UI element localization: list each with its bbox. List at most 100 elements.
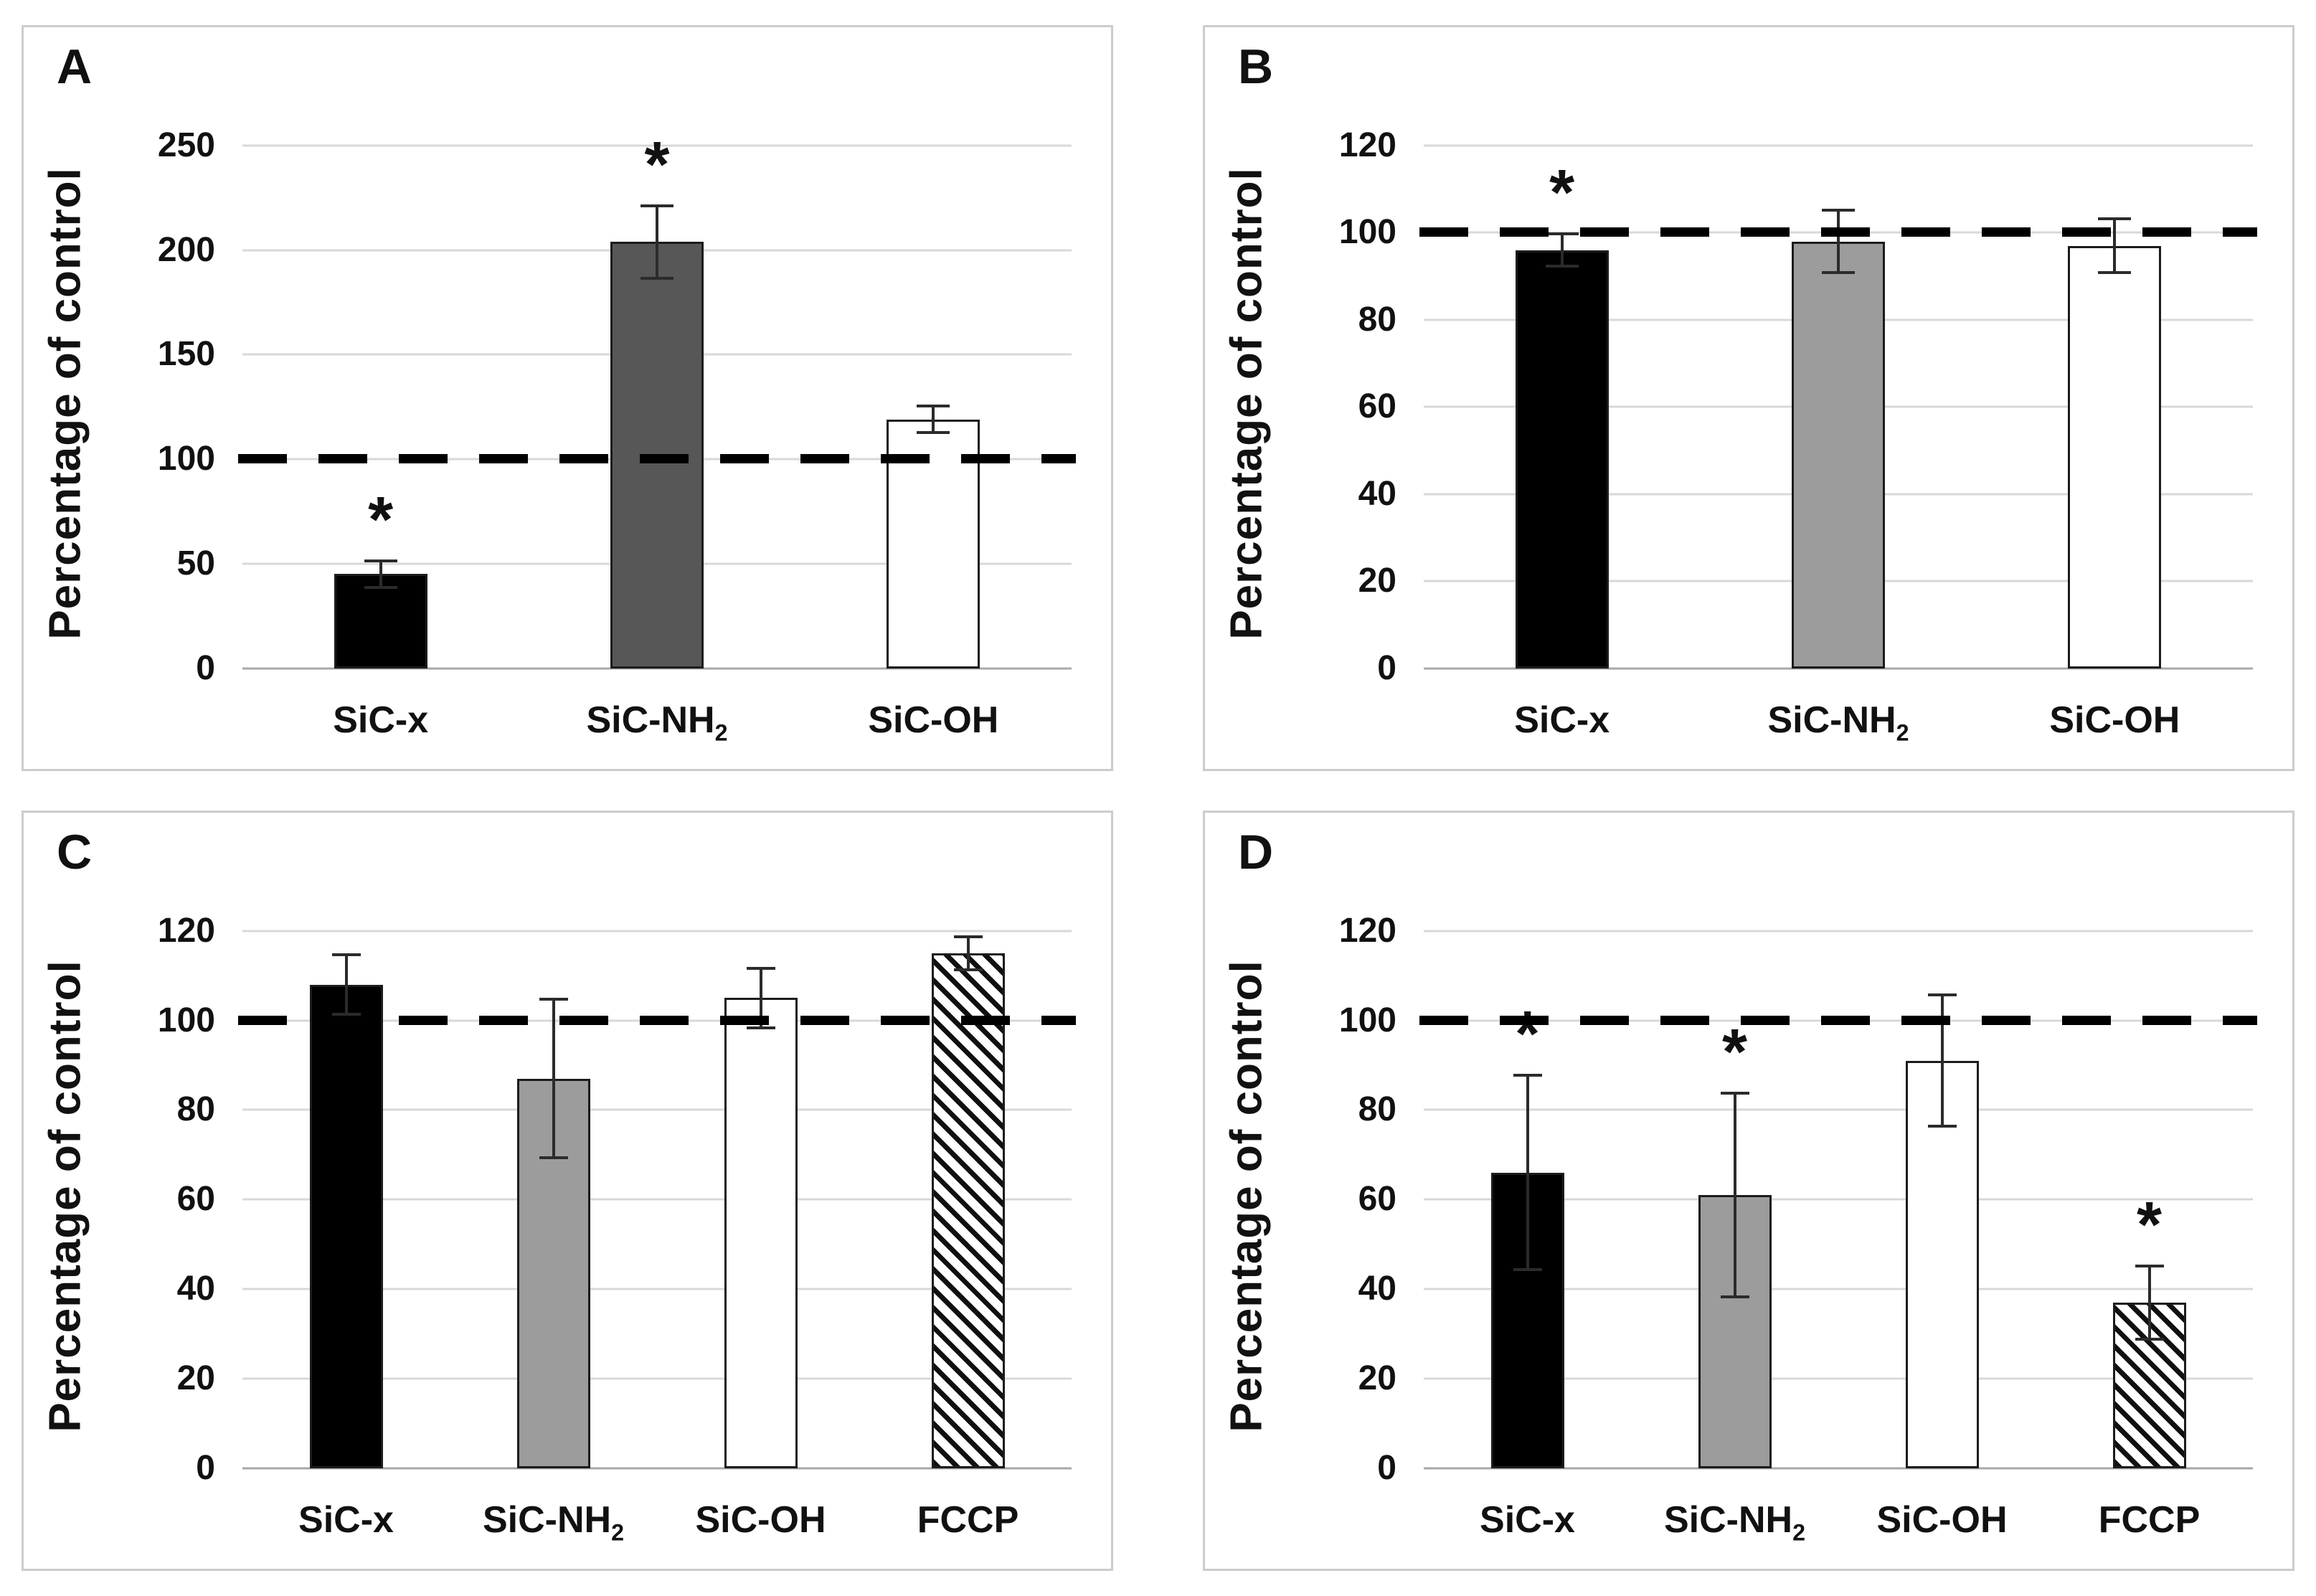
gridline	[242, 1288, 1072, 1290]
y-tick-label: 20	[1358, 1359, 1396, 1398]
error-bar-line	[1526, 1074, 1529, 1272]
error-bar-fccp	[2135, 1264, 2164, 1341]
y-tick-label: 80	[1358, 300, 1396, 339]
error-bar-sic-oh	[1927, 993, 1957, 1128]
gridline	[1424, 1108, 2253, 1111]
plot-area: 0 20 40 60 80 100 120 * SiC-x SiC-NH2 SiC-OH	[1339, 128, 2257, 744]
x-category-label-sic-nh2: SiC-NH2	[1767, 699, 1909, 745]
panel-letter: A	[57, 39, 93, 94]
y-tick-label: 0	[1377, 648, 1396, 687]
error-bar-line	[1940, 993, 1944, 1128]
x-category-label-fccp: FCCP	[2098, 1499, 2201, 1541]
gridline	[242, 144, 1072, 147]
error-bar-line	[1837, 209, 1840, 275]
error-bar-cap-bottom	[746, 1026, 775, 1029]
x-category-label-sic-oh: SiC-OH	[1876, 1499, 2008, 1541]
error-bar-cap-top	[917, 405, 950, 408]
panel-a: A Percentage of control 0 50 100 150 200 250 *…	[22, 25, 1113, 771]
x-category-label-sic-nh2: SiC-NH2	[586, 699, 728, 745]
error-bar-cap-bottom	[2135, 1338, 2164, 1341]
y-tick-label: 50	[176, 544, 215, 582]
significance-asterisk-fccp: *	[2136, 1189, 2163, 1261]
error-bar-cap-bottom	[1513, 1268, 1542, 1272]
y-tick-label: 0	[196, 648, 215, 687]
x-axis-line	[242, 1467, 1072, 1470]
bar-sic-x	[309, 984, 383, 1468]
x-category-label-sic-oh: SiC-OH	[2049, 699, 2180, 741]
panel-letter: C	[57, 824, 93, 879]
error-bar-cap-top	[746, 966, 775, 970]
bar-sic-oh	[724, 998, 798, 1468]
panel-d: D Percentage of control 0 20 40 60 80 100 120 *…	[1203, 810, 2294, 1571]
y-tick-label: 0	[196, 1449, 215, 1487]
y-tick-label: 40	[1358, 474, 1396, 513]
panel-b: B Percentage of control 0 20 40 60 80 100 120 *…	[1203, 25, 2294, 771]
error-bar-line	[966, 935, 970, 971]
bar-sic-oh	[1905, 1060, 1979, 1468]
x-axis-line	[1424, 1467, 2253, 1470]
y-tick-label: 250	[157, 126, 215, 164]
error-bar-cap-bottom	[2098, 271, 2132, 275]
gridline	[242, 930, 1072, 932]
bar-sic-x	[1515, 250, 1609, 669]
y-tick-label: 80	[176, 1090, 215, 1129]
y-axis-label: Percentage of control	[40, 167, 90, 640]
error-bar-sic-x	[1545, 232, 1579, 268]
y-axis-label: Percentage of control	[1221, 960, 1272, 1432]
error-bar-sic-x	[331, 953, 361, 1016]
y-tick-label: 200	[157, 230, 215, 269]
bar-sic-oh	[2068, 245, 2162, 669]
x-category-label-sic-oh: SiC-OH	[695, 1499, 826, 1541]
error-bar-sic-oh	[746, 966, 775, 1029]
error-bar-cap-top	[2098, 217, 2132, 221]
reference-line-100	[1419, 1015, 2257, 1025]
error-bar-sic-oh	[2098, 217, 2132, 275]
y-tick-label: 100	[1338, 1001, 1396, 1039]
x-axis-line	[1424, 667, 2253, 670]
error-bar-line	[1733, 1092, 1736, 1298]
x-category-label-sic-nh2: SiC-NH2	[1663, 1499, 1806, 1546]
error-bar-sic-nh2	[1822, 209, 1855, 275]
x-category-label-sic-x: SiC-x	[298, 1499, 394, 1541]
error-bar-cap-top	[641, 204, 673, 207]
plot-area: 0 20 40 60 80 100 120 SiC-x SiC-NH2 SiC-OH FCCP	[158, 913, 1076, 1544]
significance-asterisk-sic-nh2: *	[1721, 1016, 1748, 1089]
gridline	[1424, 144, 2253, 147]
panel-letter: B	[1238, 39, 1274, 94]
y-tick-label: 100	[1338, 213, 1396, 252]
y-tick-label: 40	[176, 1270, 215, 1308]
y-axis-label: Percentage of control	[40, 960, 90, 1432]
y-tick-label: 60	[1358, 1180, 1396, 1219]
error-bar-cap-bottom	[1545, 265, 1579, 268]
error-bar-line	[2113, 217, 2117, 275]
gridline	[242, 1377, 1072, 1380]
error-bar-line	[932, 405, 935, 435]
error-bar-cap-top	[1822, 209, 1855, 212]
gridline	[1424, 930, 2253, 932]
y-tick-label: 20	[1358, 562, 1396, 600]
error-bar-line	[1560, 232, 1564, 268]
error-bar-cap-top	[364, 559, 397, 563]
y-tick-label: 60	[176, 1180, 215, 1219]
panel-letter: D	[1238, 824, 1274, 879]
bar-sic-nh2	[1792, 241, 1885, 669]
y-tick-label: 120	[1338, 911, 1396, 950]
error-bar-line	[759, 966, 762, 1029]
error-bar-line	[656, 204, 658, 280]
gridline	[1424, 1198, 2253, 1201]
bar-fccp	[931, 953, 1005, 1468]
y-tick-label: 150	[157, 335, 215, 374]
plot-area: 0 20 40 60 80 100 120 * SiC-x * SiC-NH2 SiC-OH * FCCP	[1339, 913, 2257, 1544]
error-bar-cap-bottom	[1822, 271, 1855, 275]
x-axis-line	[242, 667, 1072, 670]
error-bar-cap-bottom	[1720, 1295, 1749, 1298]
significance-asterisk-sic-x: *	[368, 484, 394, 557]
y-tick-label: 20	[176, 1359, 215, 1398]
error-bar-cap-bottom	[1927, 1125, 1957, 1128]
gridline	[242, 1198, 1072, 1201]
x-category-label-sic-x: SiC-x	[1480, 1499, 1575, 1541]
gridline	[242, 1108, 1072, 1111]
y-axis-label: Percentage of control	[1221, 167, 1272, 640]
reference-line-100	[238, 454, 1076, 464]
